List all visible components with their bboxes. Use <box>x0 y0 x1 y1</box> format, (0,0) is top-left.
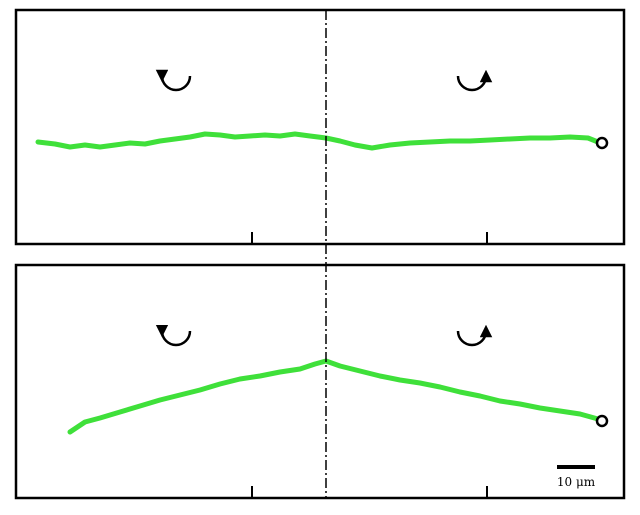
rotation-arrow <box>155 324 192 347</box>
filament-trace <box>67 358 601 435</box>
anchor-bead <box>595 136 609 150</box>
rotation-arrow <box>456 69 493 92</box>
anchor-bead <box>595 414 609 428</box>
rotation-arrow <box>456 324 493 347</box>
scale-bar-label: 10 μm <box>557 475 596 489</box>
panel-top <box>14 8 626 246</box>
filament-trace <box>35 131 601 151</box>
panel-bottom <box>14 263 626 500</box>
rotation-arrow <box>155 69 192 92</box>
